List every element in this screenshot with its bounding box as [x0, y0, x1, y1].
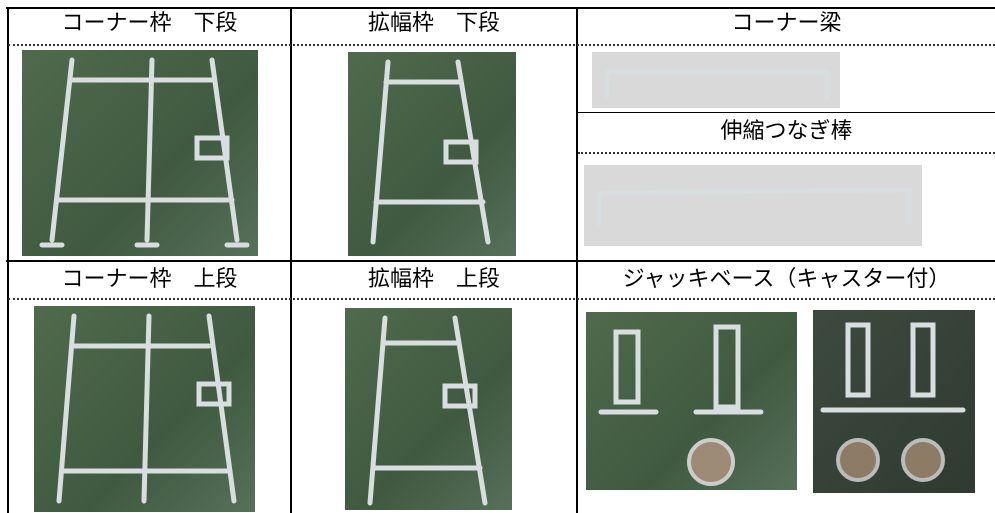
cell-title: 拡幅枠 上段: [367, 267, 500, 292]
photo: [348, 52, 516, 256]
cell-title: コーナー梁: [731, 11, 842, 36]
cell-title: コーナー枠 下段: [61, 11, 238, 36]
cell-title: ジャッキベース（キャスター付）: [622, 267, 951, 292]
photo: [813, 310, 975, 493]
photo: [22, 50, 258, 256]
cell-title: 拡幅枠 下段: [367, 11, 500, 36]
border: [576, 112, 995, 113]
cell-title: 伸縮つなぎ棒: [720, 119, 853, 144]
border: [6, 7, 995, 9]
photo: [345, 308, 512, 510]
photo: [34, 306, 255, 512]
cell-title: コーナー枠 上段: [61, 267, 238, 292]
photo: [592, 52, 840, 108]
border: [6, 260, 995, 262]
divider: [578, 152, 995, 154]
photo: [586, 312, 797, 490]
divider: [8, 44, 995, 46]
divider: [8, 298, 995, 300]
photo: [584, 165, 922, 246]
